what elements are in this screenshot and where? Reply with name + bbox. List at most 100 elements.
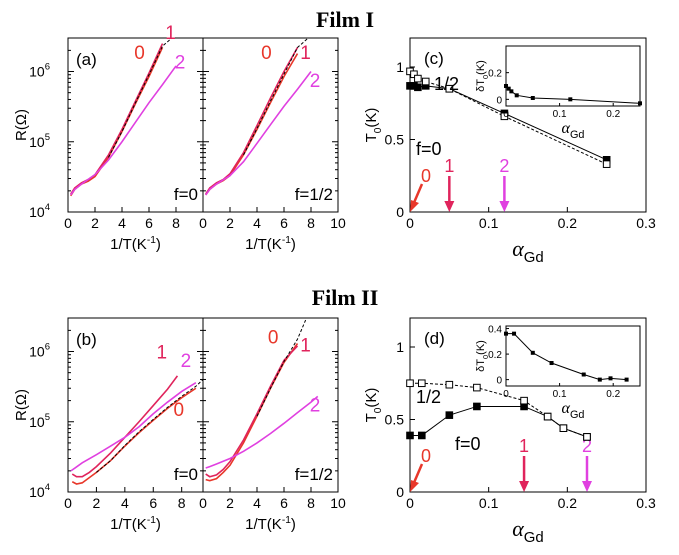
data-point: [559, 424, 568, 432]
inset-y-tick-label: 0.2: [488, 69, 502, 80]
plot-frame: [409, 37, 647, 213]
x-tick-label: 2: [93, 495, 101, 511]
inset-y-label: δT0(K): [475, 340, 490, 372]
x-axis-label-part: 1/T(K: [245, 516, 282, 533]
data-point: [421, 77, 430, 86]
inset-y-label-part: δT: [475, 359, 487, 372]
panel-film2_b2: 0 2 4 6 8 101/T(K-1)0 12f=1/2: [199, 317, 346, 533]
data-point: [406, 379, 414, 388]
series-label-0: 0: [134, 43, 145, 64]
x-axis-label-part: -1: [147, 235, 156, 246]
x-tick-label: 4: [253, 215, 261, 231]
x-tick-label: 0.2: [558, 215, 578, 231]
x-tick-label: 8: [307, 495, 315, 511]
y-tick-label: 105: [29, 412, 50, 430]
y-axis-label: T0(K): [363, 388, 384, 423]
series-name-half: 1/2: [434, 74, 459, 94]
x-tick-label: 0.3: [636, 495, 656, 511]
arrowhead-0: [410, 200, 419, 212]
data-point: [473, 383, 481, 392]
inset-x-tick-label: 0: [503, 389, 509, 400]
arrow-label-1: 1: [444, 156, 454, 176]
y-tick-label: 104: [29, 482, 51, 500]
x-axis-label-part: Gd: [524, 249, 544, 266]
x-tick-label: 8: [307, 215, 315, 231]
data-point: [500, 112, 509, 121]
arrowhead-2: [499, 201, 510, 212]
series-label-2: 2: [310, 395, 321, 416]
arrow-label-1: 1: [519, 436, 529, 456]
y-tick-label-part: 6: [45, 62, 50, 73]
inset-y-tick-label: 0: [496, 95, 502, 106]
data-point: [406, 431, 414, 440]
series-line-2: [70, 65, 177, 196]
panel-label: (d): [424, 329, 445, 348]
inset-x-tick-label: 0: [503, 109, 509, 120]
inset-x-label: αGd: [562, 400, 585, 421]
y-tick-label-part: 4: [45, 202, 51, 213]
arrowhead-1: [519, 481, 530, 492]
panel-label: (b): [76, 330, 97, 349]
panel-parameter: f=0: [174, 465, 198, 484]
y-tick-label: 105: [29, 132, 50, 150]
y-tick-label: 0.5: [385, 132, 405, 148]
data-point: [445, 84, 454, 93]
inset-data-point: [506, 86, 511, 91]
data-point: [414, 83, 422, 92]
plot-area: [70, 375, 203, 485]
y-tick-label-part: 4: [45, 482, 51, 493]
inset-y-tick-label: 0.4: [488, 325, 502, 336]
inset-y-label-part: (K): [475, 60, 487, 75]
series-label-0: 0: [174, 400, 185, 421]
inset-data-point: [597, 377, 602, 382]
x-axis-label-part: 1/T(K: [110, 516, 147, 533]
plot-frame: [202, 37, 339, 213]
x-tick-label: 4: [121, 495, 129, 511]
panel-label: (a): [76, 50, 97, 69]
panel-film1_a2: 0 2 4 6 8 10 1/T(K-1) 0 1 2 f=1/2: [199, 37, 346, 253]
x-axis-label-part: ): [291, 236, 296, 253]
x-axis-label-part: ): [156, 516, 161, 533]
series-label-1: 1: [157, 342, 168, 363]
series-line-f0: [410, 405, 588, 438]
x-tick-label: 4: [253, 495, 261, 511]
y-axis-label-part: 0: [373, 407, 384, 413]
plot-frame: [202, 317, 339, 493]
y-tick-label-part: 10: [29, 134, 45, 150]
x-tick-label: 6: [280, 495, 288, 511]
series-line-1: [70, 43, 164, 195]
arrowhead-2: [582, 481, 592, 492]
x-tick-label: 0: [64, 215, 72, 231]
inset-data-point: [504, 331, 508, 336]
y-tick-label: 0.5: [385, 412, 405, 428]
y-tick-label-part: 10: [29, 204, 45, 220]
series-label-0: 0: [268, 328, 279, 349]
inset-frame: [505, 45, 641, 107]
inset-frame: [505, 325, 641, 387]
y-tick-label: 1: [396, 339, 404, 355]
arrow-label-2: 2: [499, 156, 509, 176]
series-line-0: [205, 343, 299, 482]
y-tick-label: 104: [29, 202, 51, 220]
x-axis-label-part: 1/T(K: [245, 236, 282, 253]
plot-area: [205, 38, 312, 196]
inset-x-tick-label: 0.2: [606, 389, 620, 400]
inset-data-point: [512, 331, 517, 336]
series-name-half: 1/2: [416, 387, 441, 407]
series-line-1: [71, 375, 179, 478]
film-2-title: Film II: [312, 285, 379, 310]
data-point: [410, 70, 418, 79]
x-tick-label: 0.1: [479, 495, 499, 511]
arrowhead-1: [444, 201, 455, 212]
series-line-0: [71, 387, 197, 485]
x-tick-label: 10: [330, 215, 346, 231]
x-axis-label: αGd: [512, 236, 544, 266]
inset-y-tick-label: 0: [496, 376, 502, 387]
inset-y-tick-label: 0.2: [488, 350, 502, 361]
series-label-1: 1: [165, 23, 176, 44]
inset-x-label-part: Gd: [570, 129, 585, 141]
inset-y-label-part: δT: [475, 79, 487, 92]
x-tick-label: 0.2: [558, 495, 578, 511]
